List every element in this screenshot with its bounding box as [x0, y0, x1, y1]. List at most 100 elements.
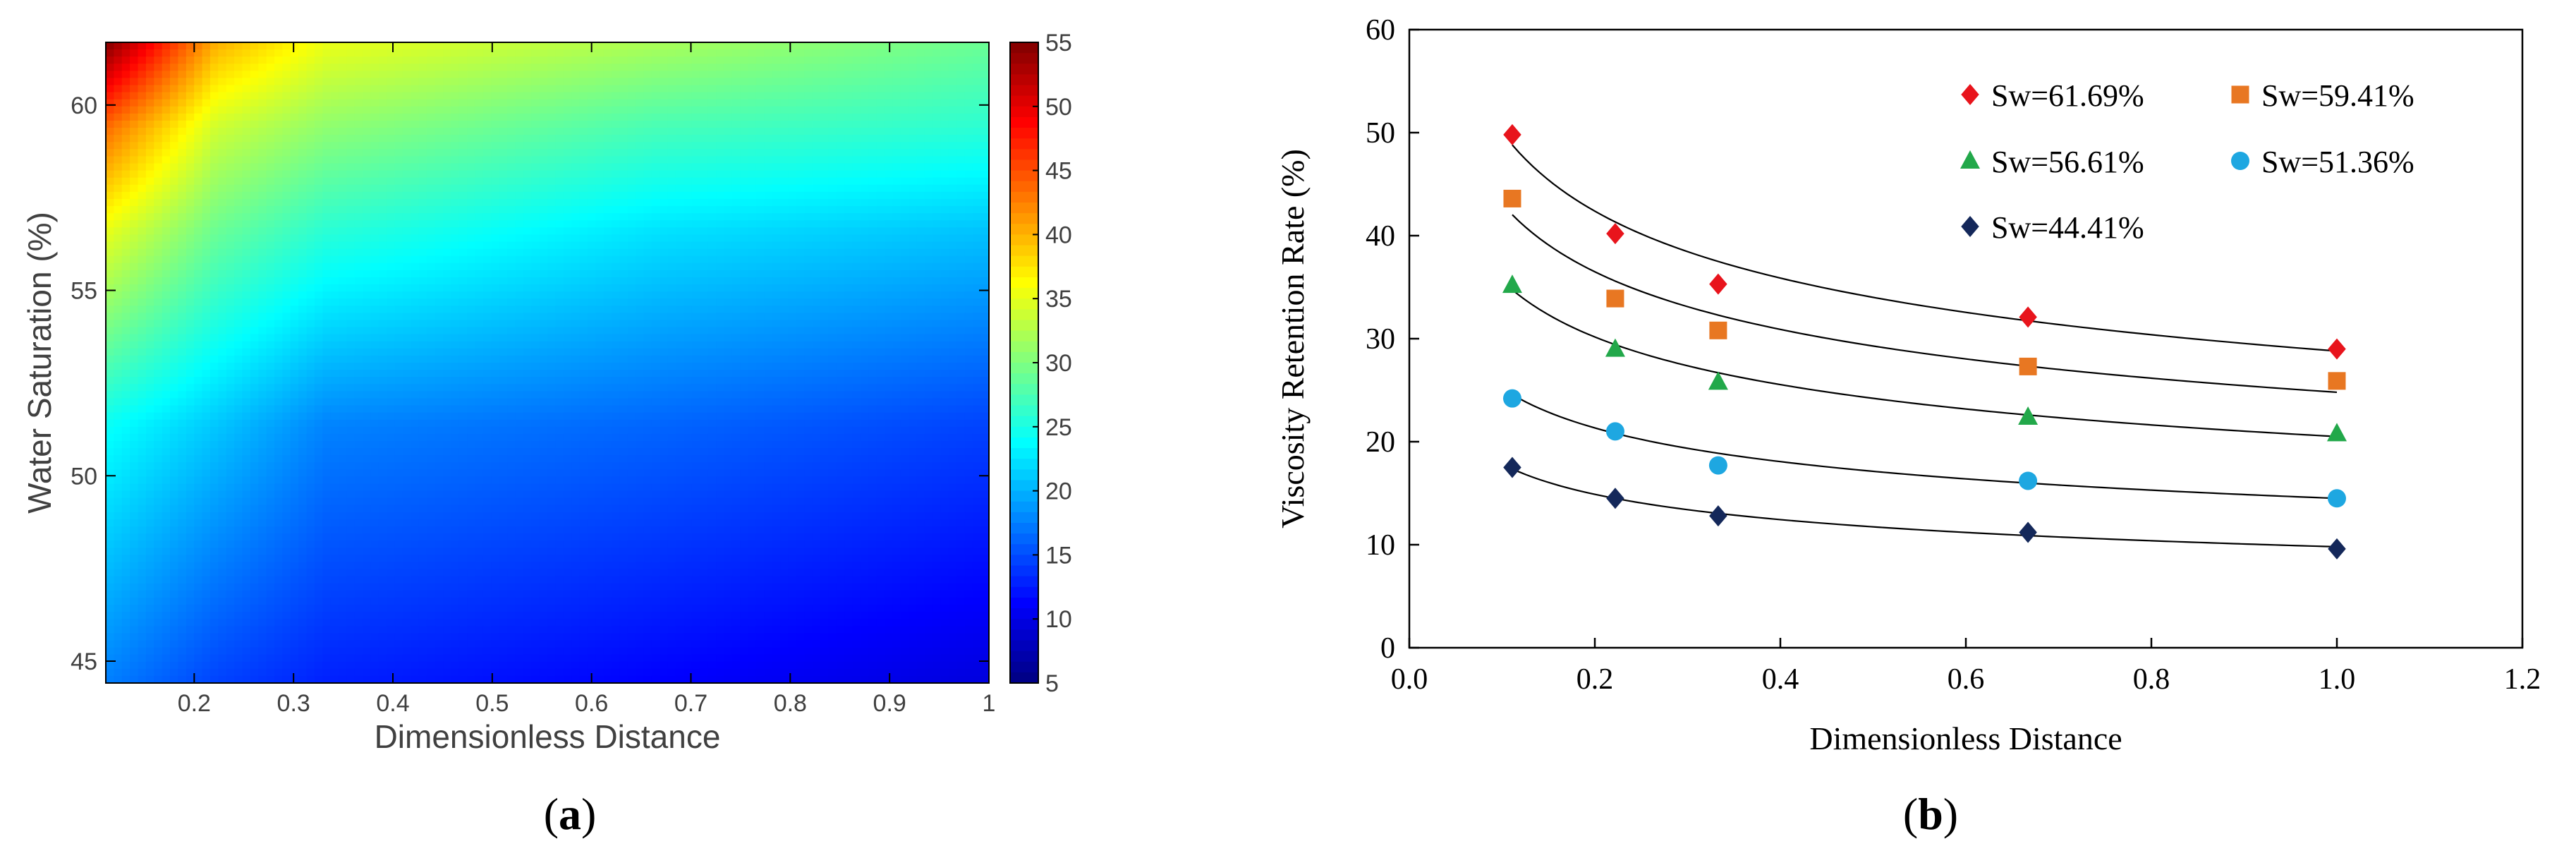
- heatmap-cell: [772, 334, 781, 342]
- heatmap-cell: [627, 220, 636, 229]
- heatmap-cell: [194, 191, 203, 200]
- heatmap-cell: [346, 156, 356, 164]
- heatmap-cell: [363, 198, 372, 207]
- heatmap-cell: [885, 177, 894, 186]
- heatmap-cell: [603, 241, 612, 250]
- heatmap-cell: [418, 78, 428, 86]
- heatmap-cell: [892, 113, 901, 121]
- heatmap-cell: [290, 56, 299, 65]
- heatmap-cell: [418, 277, 428, 285]
- heatmap-cell: [764, 106, 773, 114]
- heatmap-cell: [587, 198, 597, 207]
- heatmap-cell: [306, 191, 315, 200]
- heatmap-cell: [282, 135, 291, 143]
- heatmap-cell: [932, 241, 942, 250]
- heatmap-cell: [716, 220, 725, 229]
- heatmap-cell: [418, 156, 428, 164]
- heatmap-cell: [876, 355, 885, 363]
- heatmap-cell: [885, 198, 894, 207]
- heatmap-cell: [531, 99, 540, 107]
- heatmap-cell: [651, 248, 661, 257]
- heatmap-cell: [314, 42, 324, 50]
- heatmap-cell: [571, 291, 581, 299]
- heatmap-cell: [555, 255, 564, 264]
- heatmap-cell: [804, 262, 813, 271]
- heatmap-cell: [828, 277, 837, 285]
- heatmap-cell: [836, 113, 845, 121]
- heatmap-cell: [676, 156, 685, 164]
- heatmap-cell: [916, 241, 925, 250]
- heatmap-cell: [234, 92, 243, 100]
- heatmap-cell: [427, 163, 436, 171]
- heatmap-cell: [339, 64, 348, 72]
- heatmap-cell: [443, 78, 452, 86]
- heatmap-cell: [579, 227, 588, 236]
- heatmap-cell: [274, 320, 284, 328]
- heatmap-cell: [298, 78, 308, 86]
- heatmap-cell: [932, 49, 942, 57]
- heatmap-cell: [403, 191, 412, 200]
- heatmap-cell: [451, 363, 460, 370]
- heatmap-cell: [748, 56, 757, 65]
- heatmap-cell: [314, 348, 324, 356]
- heatmap-cell: [724, 184, 733, 193]
- heatmap-cell: [378, 99, 388, 107]
- heatmap-cell: [916, 78, 925, 86]
- heatmap-cell: [387, 113, 396, 121]
- heatmap-cell: [507, 156, 516, 164]
- heatmap-cell: [451, 92, 460, 100]
- heatmap-cell: [980, 277, 989, 285]
- heatmap-cell: [130, 270, 139, 278]
- heatmap-cell: [724, 106, 733, 114]
- heatmap-cell: [555, 306, 564, 314]
- heatmap-cell: [258, 92, 267, 100]
- heatmap-cell: [587, 227, 597, 236]
- heatmap-cell: [740, 262, 749, 271]
- heatmap-cell: [250, 255, 260, 264]
- heatmap-cell: [940, 306, 949, 314]
- heatmap-cell: [394, 113, 403, 121]
- heatmap-cell: [836, 163, 845, 171]
- heatmap-cell: [523, 241, 533, 250]
- heatmap-cell: [298, 191, 308, 200]
- heatmap-cell: [707, 213, 717, 222]
- heatmap-cell: [852, 56, 861, 65]
- heatmap-cell: [755, 348, 765, 356]
- heatmap-cell: [563, 99, 572, 107]
- heatmap-cell: [499, 306, 508, 314]
- heatmap-cell: [403, 313, 412, 321]
- heatmap-cell: [274, 56, 284, 65]
- heatmap-cell: [298, 341, 308, 349]
- heatmap-cell: [330, 306, 339, 314]
- heatmap-cell: [555, 213, 564, 222]
- heatmap-cell: [619, 241, 628, 250]
- heatmap-cell: [885, 156, 894, 164]
- heatmap-cell: [194, 177, 203, 186]
- heatmap-cell: [587, 291, 597, 299]
- heatmap-cell: [162, 206, 171, 214]
- heatmap-cell: [194, 113, 203, 121]
- heatmap-cell: [651, 170, 661, 179]
- heatmap-cell: [507, 92, 516, 100]
- heatmap-cell: [932, 149, 942, 157]
- heatmap-cell: [627, 298, 636, 307]
- heatmap-cell: [330, 198, 339, 207]
- heatmap-cell: [523, 255, 533, 264]
- heatmap-cell: [258, 170, 267, 179]
- heatmap-cell: [322, 248, 332, 257]
- heatmap-cell: [700, 270, 709, 278]
- heatmap-cell: [731, 270, 741, 278]
- heatmap-cell: [940, 106, 949, 114]
- heatmap-cell: [322, 291, 332, 299]
- heatmap-cell: [482, 291, 492, 299]
- heatmap-cell: [764, 220, 773, 229]
- heatmap-cell: [339, 213, 348, 222]
- heatmap-cell: [587, 92, 597, 100]
- heatmap-cell: [667, 227, 676, 236]
- heatmap-cell: [266, 284, 275, 292]
- heatmap-cell: [298, 206, 308, 214]
- heatmap-cell: [595, 355, 604, 363]
- heatmap-cell: [964, 49, 974, 57]
- heatmap-cell: [226, 298, 235, 307]
- heatmap-cell: [322, 49, 332, 57]
